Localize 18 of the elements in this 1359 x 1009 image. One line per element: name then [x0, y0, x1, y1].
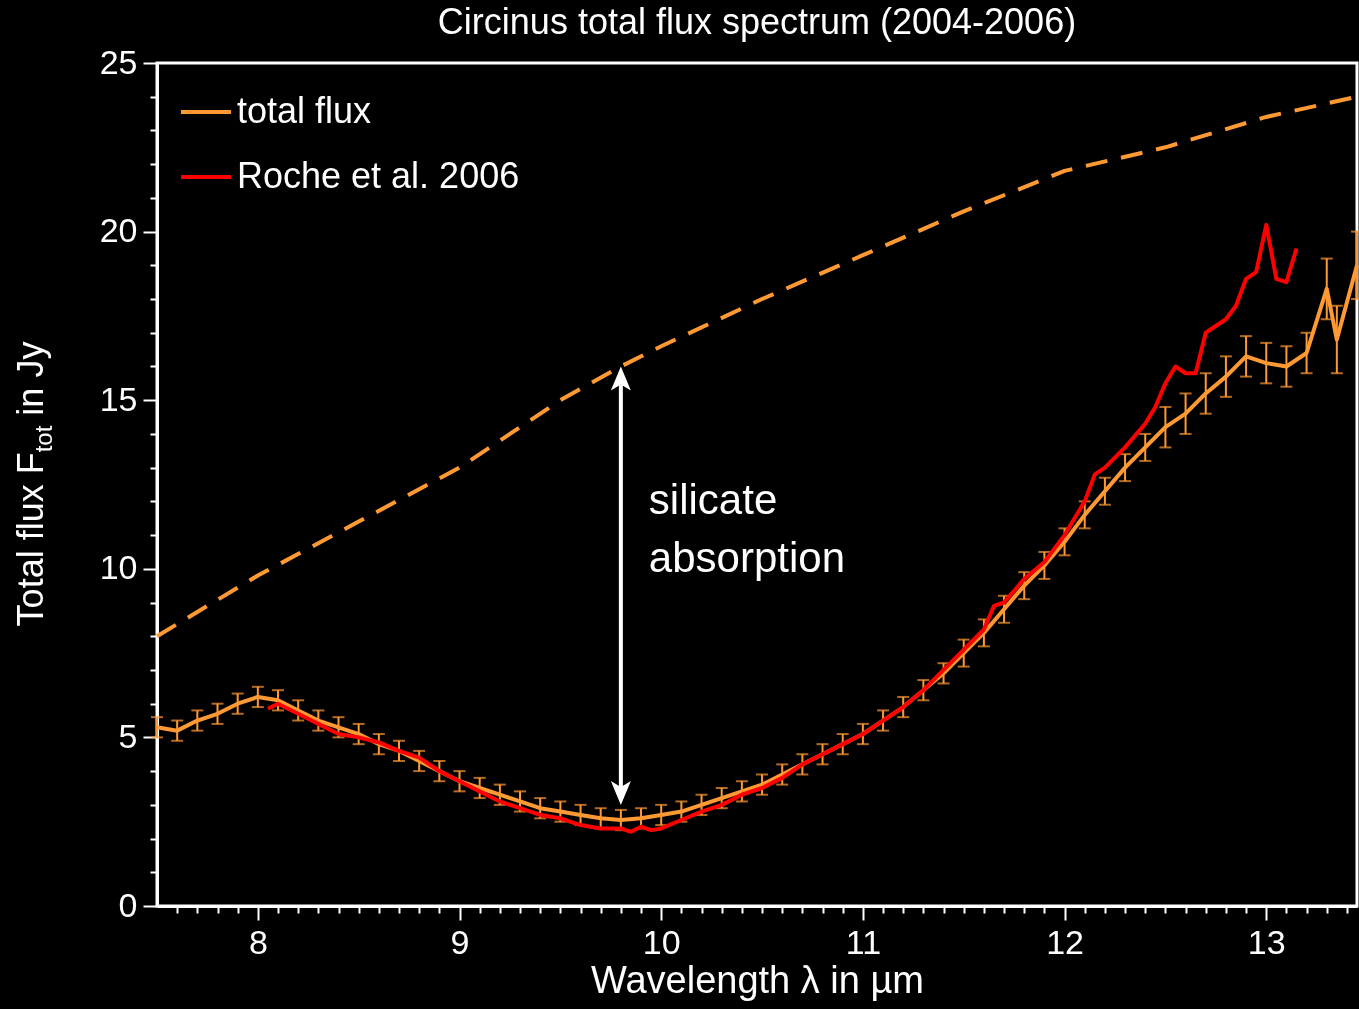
- x-axis-title: Wavelength λ in µm: [590, 958, 925, 1001]
- x-tick-label: 13: [1247, 922, 1286, 961]
- x-tick-label: 8: [248, 922, 268, 961]
- x-tick-label: 12: [1046, 922, 1084, 961]
- y-tick-label: 20: [99, 211, 138, 250]
- x-tick-label: 11: [845, 922, 882, 961]
- x-tick-label: 10: [642, 922, 681, 961]
- y-tick-label: 25: [99, 42, 138, 81]
- legend-label: Roche et al. 2006: [237, 155, 520, 196]
- y-tick-label: 0: [118, 885, 138, 924]
- y-tick-label: 5: [118, 716, 138, 755]
- y-tick-label: 10: [99, 548, 138, 587]
- chart-title: Circinus total flux spectrum (2004-2006): [437, 1, 1077, 42]
- line-series: [265, 222, 1299, 834]
- legend-label: total flux: [237, 90, 372, 131]
- x-tick-label: 9: [450, 922, 470, 961]
- y-tick-label: 15: [99, 379, 138, 418]
- annotation: silicate absorption: [648, 476, 846, 582]
